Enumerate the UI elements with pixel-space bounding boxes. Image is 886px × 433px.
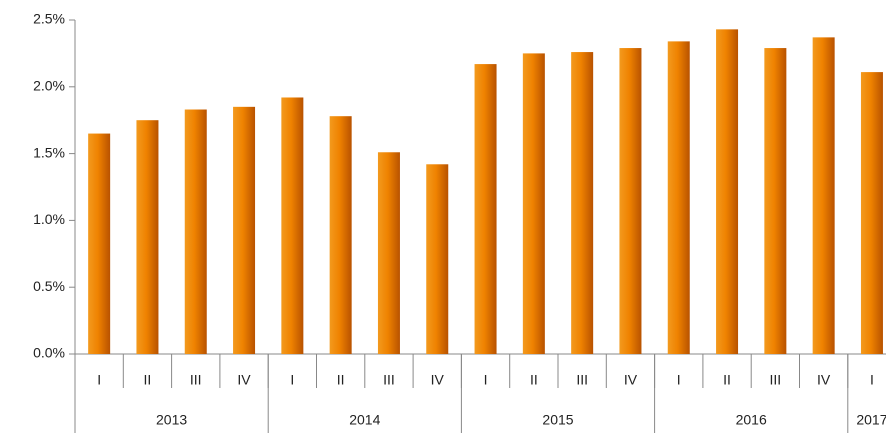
bar: [329, 116, 352, 354]
bar: [716, 29, 739, 355]
y-tick-label: 1.0%: [33, 211, 65, 227]
group-label: 2015: [542, 412, 573, 428]
x-tick-label: I: [97, 372, 101, 388]
x-tick-label: I: [484, 372, 488, 388]
x-tick-label: II: [530, 372, 538, 388]
y-tick-label: 2.0%: [33, 78, 65, 94]
bar: [764, 48, 787, 354]
x-tick-label: IV: [624, 372, 638, 388]
x-tick-label: IV: [237, 372, 251, 388]
bar: [522, 53, 545, 355]
group-label: 2013: [156, 412, 187, 428]
x-tick-label: II: [144, 372, 152, 388]
bar: [619, 48, 642, 354]
x-tick-label: II: [337, 372, 345, 388]
bar: [474, 64, 497, 354]
x-tick-label: I: [290, 372, 294, 388]
x-tick-label: III: [383, 372, 395, 388]
x-tick-label: IV: [817, 372, 831, 388]
bar: [426, 164, 449, 354]
bar: [860, 72, 883, 354]
bar: [812, 37, 835, 354]
x-tick-label: III: [190, 372, 202, 388]
x-tick-label: II: [723, 372, 731, 388]
x-tick-label: I: [870, 372, 874, 388]
y-tick-label: 0.0%: [33, 345, 65, 361]
group-label: 2016: [736, 412, 767, 428]
bar: [184, 109, 207, 355]
x-tick-label: IV: [431, 372, 445, 388]
x-tick-label: III: [576, 372, 588, 388]
bar: [88, 133, 111, 354]
y-tick-label: 1.5%: [33, 144, 65, 160]
bar: [571, 52, 594, 355]
y-tick-label: 0.5%: [33, 278, 65, 294]
group-label: 2017: [856, 412, 886, 428]
x-tick-label: I: [677, 372, 681, 388]
group-label: 2014: [349, 412, 380, 428]
x-tick-label: III: [770, 372, 782, 388]
bar: [233, 106, 256, 354]
bar: [377, 152, 400, 354]
bar: [667, 41, 690, 354]
bar: [281, 97, 304, 354]
bar: [136, 120, 159, 354]
y-tick-label: 2.5%: [33, 11, 65, 27]
